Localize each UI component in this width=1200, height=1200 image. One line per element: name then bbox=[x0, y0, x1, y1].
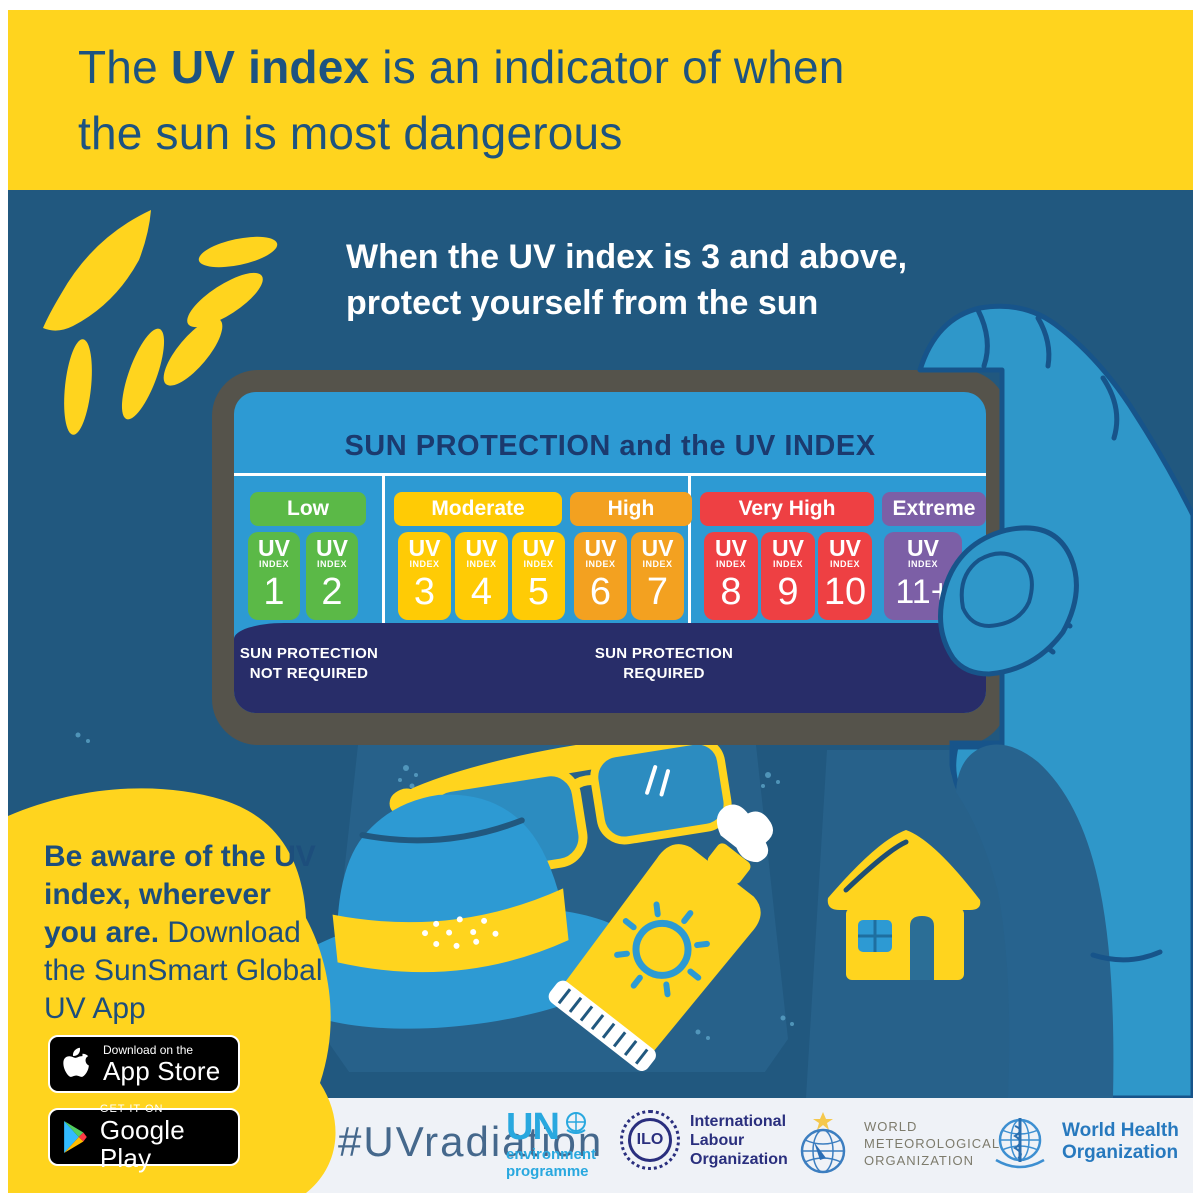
who-emblem-icon bbox=[995, 1118, 1045, 1169]
illustrations-layer bbox=[75, 732, 981, 1072]
subheading: When the UV index is 3 and above, protec… bbox=[346, 234, 907, 326]
category-chip-low: Low bbox=[250, 492, 366, 526]
phone-screen: SUN PROTECTION and the UV INDEX Low Mode… bbox=[234, 392, 986, 713]
note-protection-not-required: SUN PROTECTION NOT REQUIRED bbox=[239, 645, 379, 682]
category-chip-very-high: Very High bbox=[700, 492, 874, 526]
hand-illustration bbox=[917, 303, 1193, 1101]
main-area: When the UV index is 3 and above, protec… bbox=[8, 190, 1193, 1193]
sun-rays-icon bbox=[43, 210, 278, 435]
title-line-2: the sun is most dangerous bbox=[78, 107, 623, 159]
ilo-emblem-icon: ILO bbox=[620, 1110, 680, 1170]
uv-index-tile-1: UV INDEX 1 bbox=[248, 532, 300, 620]
speckle-dots bbox=[75, 732, 794, 1040]
uv-index-tile-10: UV INDEX 10 bbox=[818, 532, 872, 620]
note-protection-required: SUN PROTECTION REQUIRED bbox=[594, 645, 734, 682]
page-title: The UV index is an indicator of when the… bbox=[78, 34, 845, 166]
google-play-icon bbox=[64, 1120, 87, 1154]
un-environment-logo: UN environment programme bbox=[506, 1106, 597, 1180]
category-chip-high: High bbox=[570, 492, 692, 526]
hat-illustration bbox=[277, 794, 636, 1029]
uv-index-tile-5: UV INDEX 5 bbox=[512, 532, 565, 620]
uv-index-tile-2: UV INDEX 2 bbox=[306, 532, 358, 620]
uv-index-tile-4: UV INDEX 4 bbox=[455, 532, 508, 620]
uv-index-tile-8: UV INDEX 8 bbox=[704, 532, 758, 620]
hashtag: #UVradiation bbox=[338, 1118, 604, 1165]
scale-divider-horizontal bbox=[234, 473, 986, 476]
who-logo: World Health Organization bbox=[988, 1110, 1179, 1174]
cta-text: Be aware of the UV index, wherever you a… bbox=[44, 840, 323, 1025]
title-line-1: The UV index is an indicator of when bbox=[78, 41, 845, 93]
scale-divider-low bbox=[382, 473, 385, 711]
house-illustration bbox=[827, 830, 981, 980]
un-emblem-icon bbox=[565, 1112, 586, 1134]
header-banner: The UV index is an indicator of when the… bbox=[8, 10, 1193, 190]
uv-index-tile-9: UV INDEX 9 bbox=[761, 532, 815, 620]
uv-scale-title: SUN PROTECTION and the UV INDEX bbox=[344, 430, 876, 462]
scale-divider-high bbox=[688, 473, 691, 679]
apple-logo-icon bbox=[63, 1047, 89, 1077]
uv-index-tile-6: UV INDEX 6 bbox=[574, 532, 627, 620]
app-store-badge[interactable]: Download on the App Store bbox=[48, 1035, 240, 1093]
category-chip-moderate: Moderate bbox=[394, 492, 562, 526]
wmo-logo: WORLD METEOROLOGICAL ORGANIZATION bbox=[792, 1110, 1000, 1176]
google-play-badge[interactable]: GET IT ON Google Play bbox=[48, 1103, 240, 1172]
category-chip-extreme: Extreme bbox=[882, 492, 986, 526]
protection-band bbox=[234, 623, 986, 713]
wmo-emblem-icon bbox=[800, 1112, 846, 1174]
sunscreen-tube-illustration bbox=[548, 804, 773, 1072]
subheading-line-1: When the UV index is 3 and above, bbox=[346, 238, 908, 276]
phone-illustration: SUN PROTECTION and the UV INDEX Low Mode… bbox=[212, 370, 1008, 745]
ilo-logo: ILO International Labour Organization bbox=[620, 1110, 788, 1170]
subheading-line-2: protect yourself from the sun bbox=[346, 284, 819, 322]
uv-index-tile-7: UV INDEX 7 bbox=[631, 532, 684, 620]
thumb-nail bbox=[959, 551, 1034, 629]
uv-index-tile-3: UV INDEX 3 bbox=[398, 532, 451, 620]
